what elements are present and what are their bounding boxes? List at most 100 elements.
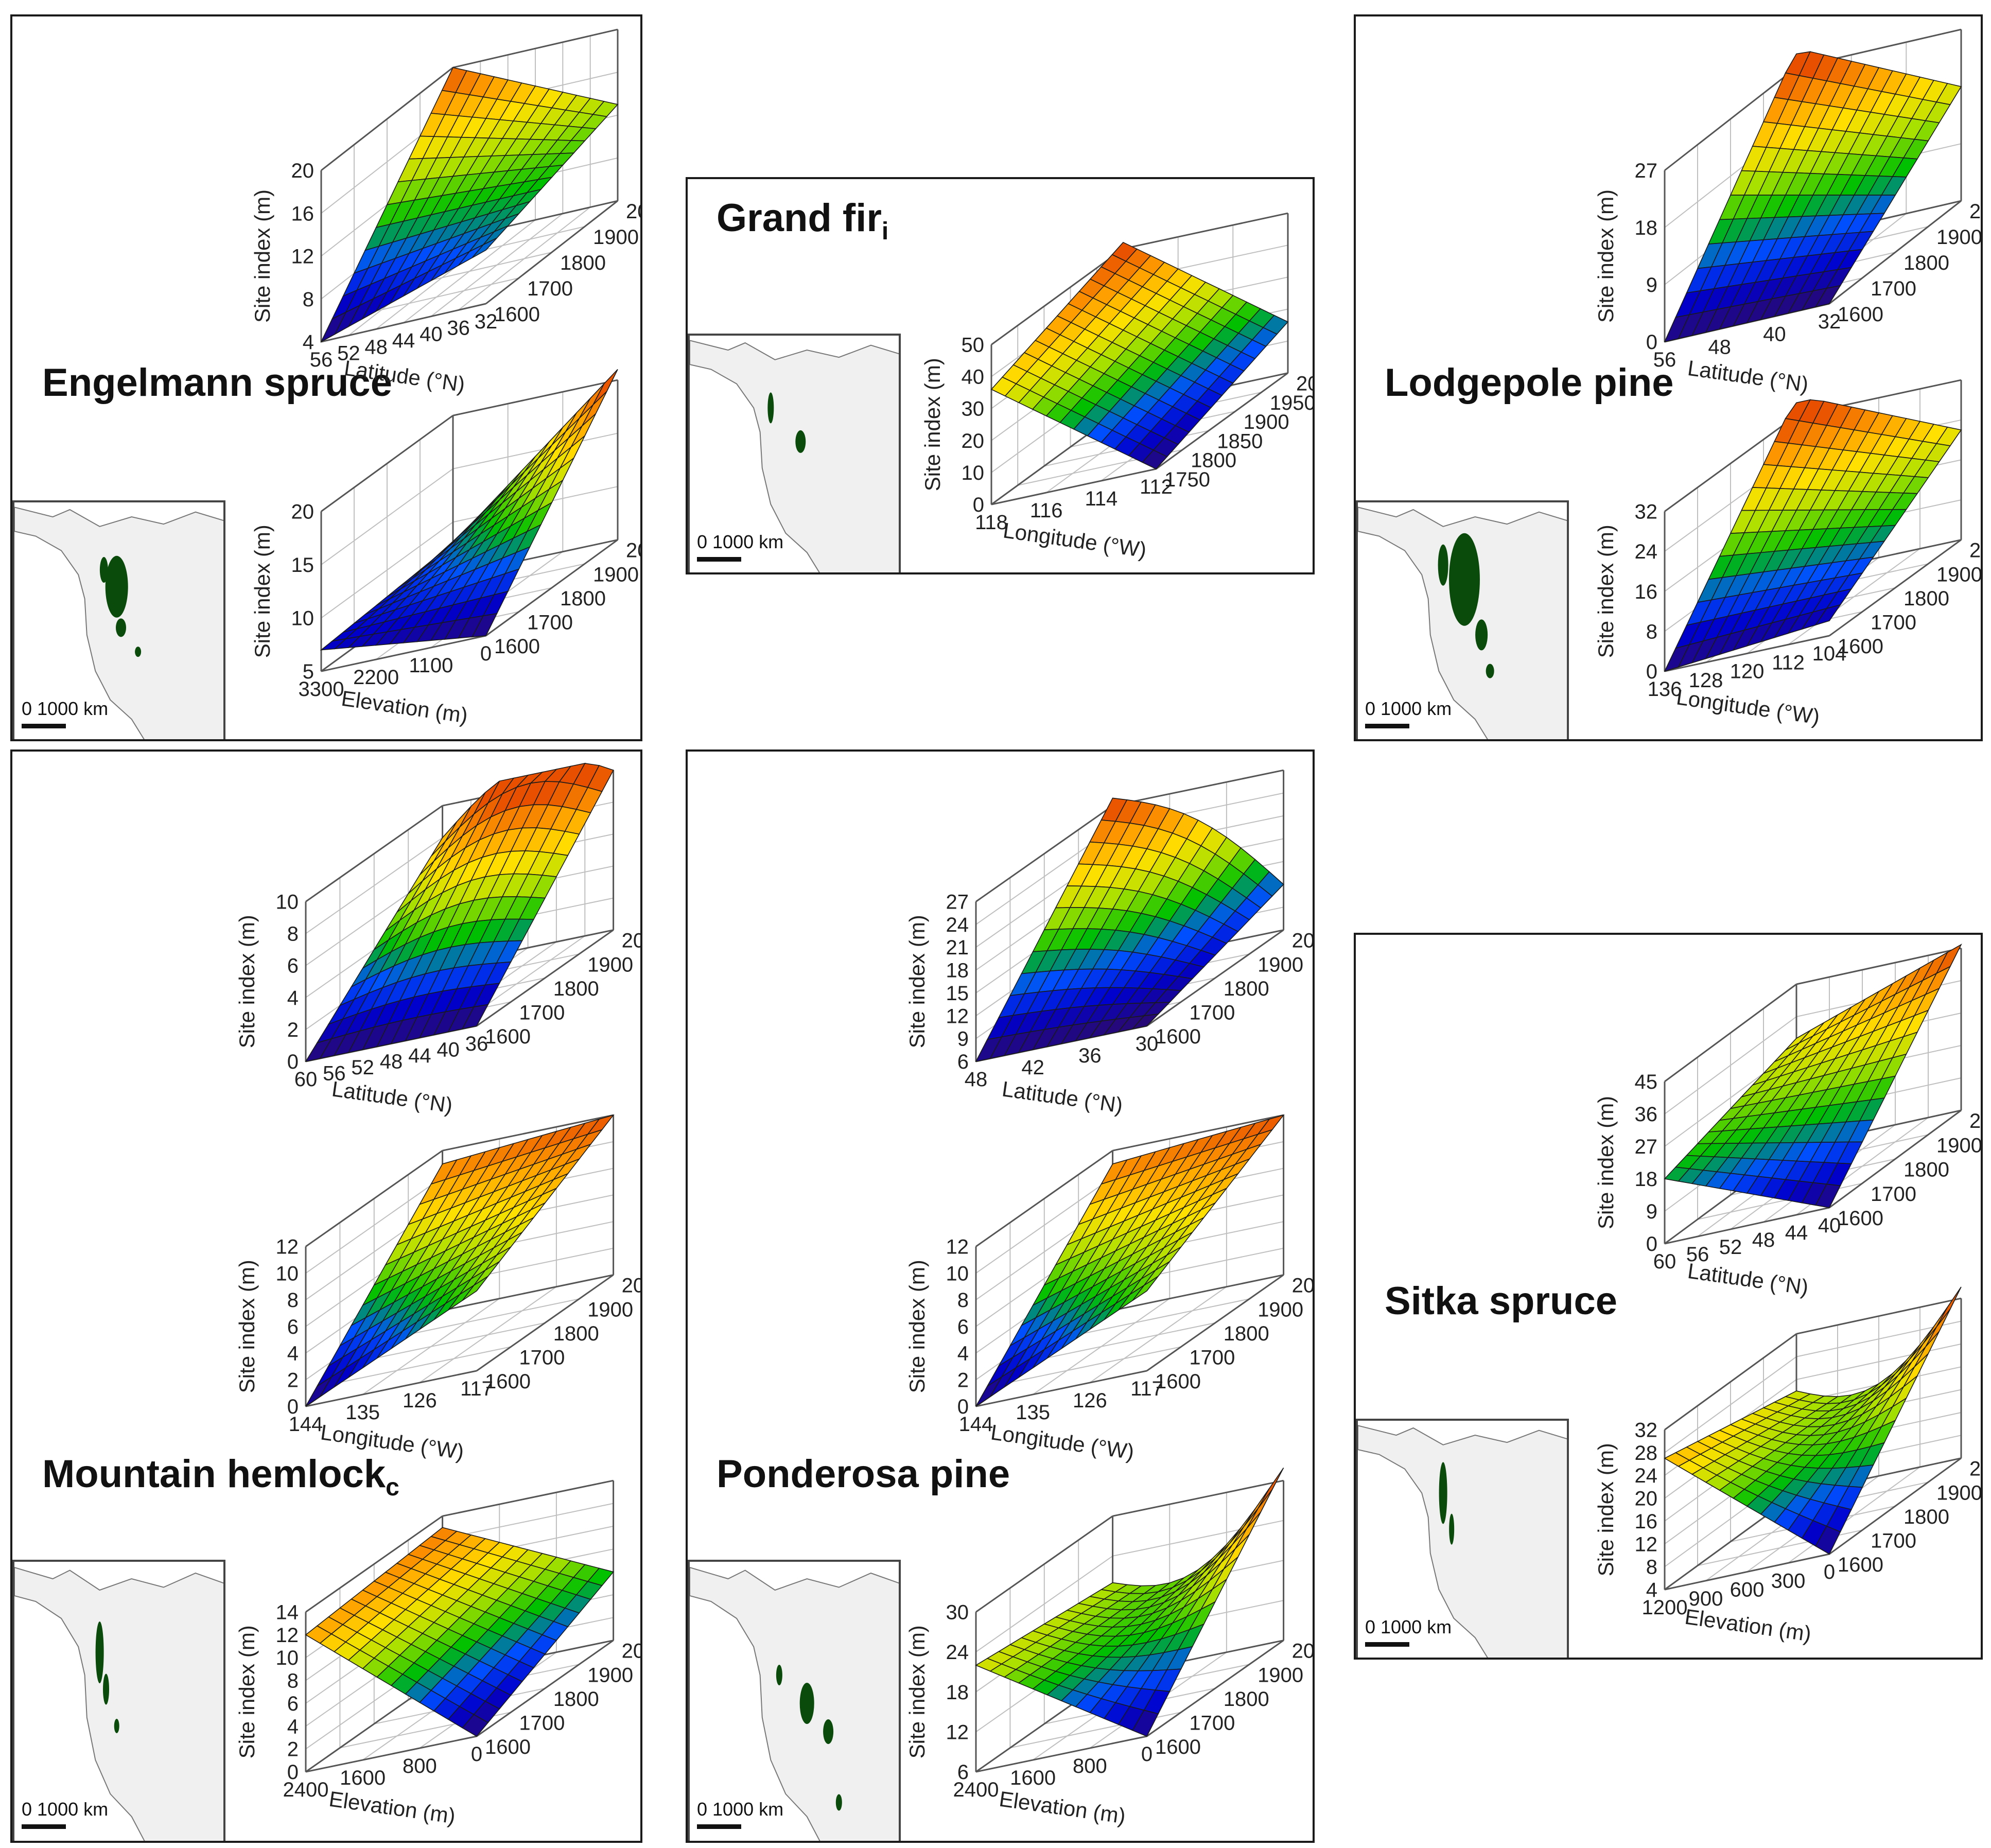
y-tick-label: 1900 bbox=[593, 226, 639, 249]
y-tick-label: 1800 bbox=[1224, 978, 1269, 1000]
map-scale-bar bbox=[22, 724, 66, 728]
x-tick-label: 52 bbox=[351, 1056, 374, 1079]
surface bbox=[320, 369, 618, 651]
chart-ponderosa-latitude: 6912151821242748423630160017001800190020… bbox=[905, 769, 1313, 1118]
x-tick-label: 800 bbox=[1073, 1755, 1107, 1777]
title-subscript: c bbox=[386, 1474, 399, 1502]
x-tick-label: 44 bbox=[408, 1044, 431, 1067]
surface bbox=[305, 1527, 615, 1737]
z-ticks: 5 10 15 20 bbox=[291, 501, 315, 684]
species-range bbox=[1438, 533, 1494, 678]
range-patch bbox=[99, 557, 108, 583]
x-tick-label: 52 bbox=[1719, 1236, 1742, 1259]
axis-line bbox=[1123, 212, 1288, 250]
range-patch bbox=[116, 618, 126, 637]
axis-line bbox=[1156, 372, 1288, 470]
x-ticks: 60 56 52 48 44 40 36 bbox=[294, 1033, 488, 1091]
y-tick-label: 1800 bbox=[1224, 1322, 1269, 1345]
z-tick-label: 8 bbox=[303, 288, 314, 311]
x-tick-label: 52 bbox=[337, 342, 360, 365]
axis-line bbox=[305, 805, 443, 902]
z-tick-label: 24 bbox=[946, 914, 969, 936]
x-tick-label: 48 bbox=[1708, 336, 1731, 358]
surface-cell bbox=[975, 1658, 1003, 1672]
x-tick-label: 112 bbox=[1772, 651, 1805, 674]
x-tick-label: 48 bbox=[380, 1051, 403, 1073]
y-tick-label: 1900 bbox=[587, 1298, 633, 1321]
axis-line bbox=[485, 200, 618, 305]
panel-engelmann-spruce: Engelmann spruce 4 8 12 16 20 56 52 48 44 40 36 32 1… bbox=[10, 14, 642, 741]
y-tick-label: 2000 bbox=[1292, 1640, 1315, 1663]
axis-line bbox=[1664, 635, 1830, 672]
z-tick-label: 0 bbox=[1646, 660, 1657, 683]
z-tick-label: 10 bbox=[946, 1262, 969, 1285]
surface-cell bbox=[990, 376, 1017, 397]
y-tick-label: 1600 bbox=[1838, 303, 1883, 326]
x-tick-label: 118 bbox=[975, 511, 1008, 534]
chart-lodgepole-longitude: 0 8 16 24 32 136 128 120 112 10416001700180019002… bbox=[1594, 379, 1981, 729]
x-axis-label: Longitude (°W) bbox=[319, 1420, 465, 1464]
z-tick-label: 6 bbox=[287, 1316, 299, 1338]
y-tick-label: 1900 bbox=[587, 1664, 633, 1686]
x-tick-label: 2400 bbox=[283, 1779, 329, 1801]
x-tick-label: 1600 bbox=[1010, 1767, 1056, 1789]
z-tick-label: 0 bbox=[287, 1761, 299, 1784]
z-tick-label: 27 bbox=[946, 891, 969, 914]
surface-cell bbox=[975, 1376, 1002, 1407]
z-axis-label: Site index (m) bbox=[235, 1260, 259, 1393]
x-tick-label: 112 bbox=[1140, 476, 1173, 498]
z-tick-label: 16 bbox=[1635, 1510, 1658, 1533]
axis-line bbox=[1664, 1553, 1830, 1591]
x-tick-label: 126 bbox=[403, 1389, 437, 1412]
z-axis-label: Site index (m) bbox=[1594, 189, 1618, 323]
x-axis-label: Elevation (m) bbox=[340, 686, 469, 728]
z-tick-label: 15 bbox=[946, 982, 969, 1005]
y-tick-label: 1800 bbox=[553, 978, 599, 1000]
x-ticks: 2400 1600 800 0 bbox=[953, 1743, 1153, 1801]
z-tick-label: 0 bbox=[973, 494, 984, 516]
y-tick-label: 2000 bbox=[622, 930, 642, 952]
z-tick-label: 0 bbox=[957, 1396, 969, 1418]
y-tick-label: 1900 bbox=[1936, 1134, 1982, 1157]
y-tick-label: 1700 bbox=[1189, 1001, 1235, 1024]
y-tick-label: 1600 bbox=[485, 1736, 531, 1758]
y-tick-label: 1700 bbox=[527, 277, 573, 300]
axis-line bbox=[975, 1370, 1147, 1407]
map-scale-label: 0 1000 km bbox=[697, 531, 784, 552]
y-tick-label: 1900 bbox=[1936, 226, 1982, 249]
z-tick-label: 2 bbox=[957, 1369, 969, 1391]
z-tick-label: 8 bbox=[287, 1289, 299, 1312]
z-tick-label: 0 bbox=[1646, 331, 1657, 354]
z-ticks: 0 2 4 6 8 10 12 bbox=[276, 1236, 299, 1419]
title-subscript: i bbox=[881, 218, 889, 246]
x-tick-label: 56 bbox=[1653, 348, 1676, 371]
z-tick-label: 20 bbox=[1635, 1488, 1658, 1510]
axis-box bbox=[975, 1479, 1285, 1773]
x-tick-label: 56 bbox=[1686, 1243, 1709, 1266]
map-scale-label: 0 1000 km bbox=[1365, 1616, 1452, 1637]
y-tick-label: 1900 bbox=[1258, 1664, 1303, 1686]
z-ticks: 0 9 18 27 bbox=[1635, 160, 1658, 354]
axis-line bbox=[1829, 1457, 1962, 1555]
y-tick-label: 1850 bbox=[1217, 430, 1263, 452]
x-tick-label: 114 bbox=[1085, 487, 1117, 510]
surface bbox=[1664, 399, 1962, 672]
z-tick-label: 8 bbox=[1646, 620, 1657, 643]
x-tick-label: 300 bbox=[1771, 1570, 1806, 1592]
species-range bbox=[767, 392, 806, 453]
z-axis-label: Site index (m) bbox=[920, 358, 945, 491]
surface bbox=[975, 797, 1284, 1062]
y-tick-label: 1900 bbox=[1936, 1481, 1982, 1504]
x-axis-label: Longitude (°W) bbox=[1675, 685, 1821, 729]
y-tick-label: 1700 bbox=[1871, 611, 1916, 634]
x-tick-label: 0 bbox=[480, 642, 492, 665]
x-tick-label: 135 bbox=[345, 1401, 380, 1424]
surface-cell bbox=[1664, 644, 1690, 672]
axis-line bbox=[1112, 1114, 1284, 1152]
axis-line bbox=[476, 1640, 614, 1737]
x-axis-label: Latitude (°N) bbox=[330, 1076, 454, 1117]
x-tick-label: 32 bbox=[1818, 310, 1841, 333]
axis-line bbox=[975, 805, 1113, 902]
